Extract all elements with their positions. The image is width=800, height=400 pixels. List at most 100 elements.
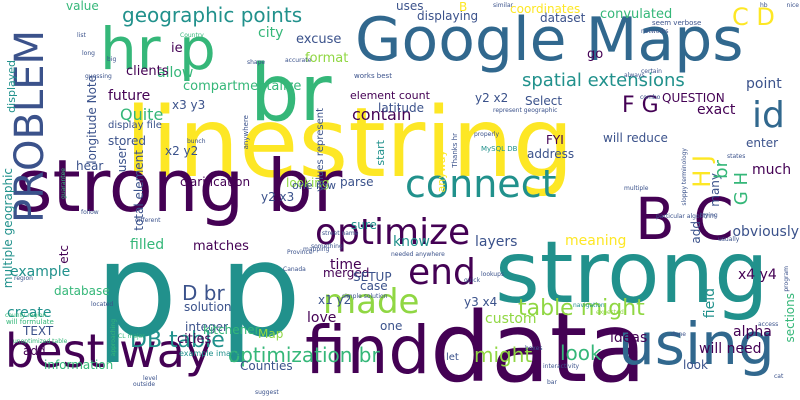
word-cloud-word: know: [393, 234, 430, 250]
word-cloud-word: will need: [699, 341, 762, 357]
word-cloud-word: id: [752, 95, 785, 136]
word-cloud-word: suggest: [255, 389, 279, 396]
word-cloud-word: end: [408, 252, 476, 293]
word-cloud-word: values represent: [315, 108, 326, 192]
word-cloud-word: sections: [783, 293, 797, 343]
word-cloud-word: case: [360, 279, 388, 293]
word-cloud-word: ie: [171, 41, 183, 56]
word-cloud-word: similar: [493, 2, 514, 9]
word-cloud-word: y3 x4: [464, 295, 498, 309]
word-cloud-word: linestring: [125, 87, 574, 199]
word-cloud-word: region: [14, 275, 33, 282]
word-cloud-word: particular algorithm: [656, 213, 716, 220]
word-cloud-word: G H: [731, 172, 752, 206]
word-cloud-word: Quite: [120, 105, 164, 124]
word-cloud-word: Country: [180, 32, 204, 39]
word-cloud-word: sure: [351, 218, 377, 232]
word-cloud-word: p p: [95, 214, 302, 366]
word-cloud-word: much: [752, 162, 792, 178]
word-cloud-word: add: [689, 221, 703, 244]
word-cloud-word: one: [380, 319, 403, 333]
word-cloud-word: long: [82, 50, 95, 57]
word-cloud-word: look: [683, 358, 708, 372]
word-cloud-word: works best: [354, 72, 392, 80]
word-cloud-word: geographic points: [122, 3, 303, 27]
word-cloud-word: access: [758, 321, 779, 328]
word-cloud-word: always: [624, 72, 645, 79]
word-cloud-word: format: [305, 51, 349, 66]
word-cloud-word: hr p: [100, 15, 216, 83]
word-cloud-word: latitude: [378, 101, 425, 115]
word-cloud-word: certain: [641, 68, 662, 75]
word-cloud-word: cities: [177, 332, 212, 347]
word-cloud-word: future: [108, 88, 151, 104]
word-cloud-word: combo: [640, 94, 661, 101]
word-cloud-word: TEXT: [23, 324, 54, 338]
word-cloud-word: trying: [700, 212, 718, 219]
word-cloud-word: D br: [182, 281, 225, 305]
word-cloud-word: example: [10, 264, 71, 280]
word-cloud-word: element count: [350, 89, 430, 102]
word-cloud-word: coordinates: [510, 2, 581, 16]
word-cloud-word: anyway: [435, 150, 448, 193]
word-cloud-word: table might: [518, 296, 645, 321]
word-cloud-word: allow: [157, 65, 194, 81]
word-cloud-word: seem verbose: [652, 19, 702, 27]
word-cloud-word: bar: [547, 379, 557, 386]
word-cloud-word: list: [77, 32, 86, 39]
word-cloud-word: something: [311, 243, 343, 250]
word-cloud-word: matches: [193, 239, 249, 254]
word-cloud-word: Google Maps: [355, 5, 744, 75]
word-cloud-word: look: [560, 341, 602, 365]
word-cloud-word: located: [91, 301, 114, 308]
word-cloud-word: y2 x3: [261, 190, 295, 204]
word-cloud-word: Canada: [283, 266, 306, 273]
word-cloud-word: different: [135, 217, 161, 224]
word-cloud-word: guessing: [85, 73, 112, 80]
word-cloud-word: done: [671, 331, 686, 338]
word-cloud-word: navigation: [573, 302, 605, 309]
word-cloud-word: level: [143, 375, 158, 382]
word-cloud-word: x4 y4: [738, 267, 777, 283]
word-cloud-word: y2 x2: [475, 91, 509, 105]
word-cloud-word: C D: [732, 3, 775, 31]
word-cloud-word: display file: [108, 120, 162, 131]
word-cloud-word: unoptimized table: [13, 338, 68, 345]
word-cloud-word: kitchener: [203, 323, 260, 337]
word-cloud-word: nice: [786, 2, 799, 9]
word-cloud-word: FYI: [546, 133, 564, 147]
word-cloud-word: br: [250, 49, 332, 139]
word-cloud-word: sloppy terminology: [681, 148, 688, 206]
word-cloud-word: hear: [76, 159, 104, 173]
word-cloud-word: spatial extensions: [522, 70, 685, 91]
word-cloud-word: time: [330, 257, 362, 273]
word-cloud-word: enter: [746, 136, 779, 150]
word-cloud-word: meaning: [565, 233, 627, 249]
word-cloud-word: br: [711, 160, 732, 179]
word-cloud-word: approaching: [110, 319, 117, 357]
word-cloud-word: love: [307, 310, 337, 326]
word-cloud-word: multiple: [624, 185, 649, 192]
word-cloud-word: optimization br: [228, 343, 380, 367]
word-cloud-word: will formulate: [6, 318, 54, 326]
word-cloud-word: displaying: [417, 9, 479, 23]
word-cloud-word: bunch: [187, 138, 206, 145]
word-cloud-word: PROBLEM: [7, 30, 53, 223]
word-cloud-word: solution: [184, 300, 232, 314]
word-cloud-word: dataset: [540, 11, 586, 25]
word-cloud-word: compartmentalize: [183, 79, 302, 94]
word-cloud-word: x3 y3: [172, 98, 206, 112]
word-cloud-word: expected: [596, 309, 624, 316]
word-cloud-word: data: [430, 292, 647, 400]
word-cloud-word: optimize: [315, 212, 471, 253]
word-cloud-word: find: [305, 312, 431, 389]
word-cloud-word: information: [44, 358, 114, 372]
word-cloud-word: ideas: [610, 330, 648, 346]
word-cloud-word: might: [474, 343, 533, 367]
word-cloud-word: clarification: [180, 175, 251, 189]
word-cloud-word: program: [783, 266, 790, 292]
word-cloud-word: represent geographic: [493, 107, 558, 114]
word-cloud-word: anywhere: [242, 115, 250, 150]
word-cloud-word: contain: [352, 105, 412, 124]
word-cloud-word: shape: [247, 59, 266, 66]
